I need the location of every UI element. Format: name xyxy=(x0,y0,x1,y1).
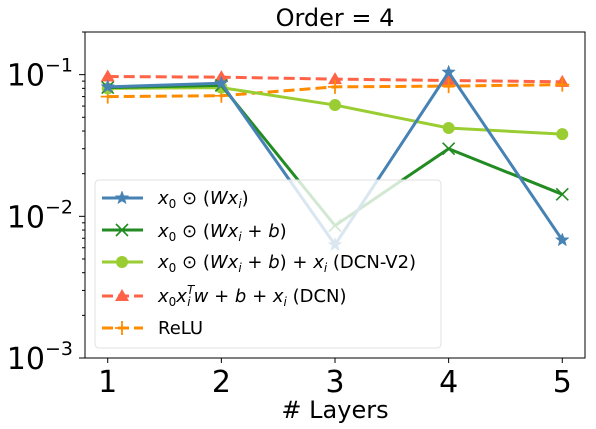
legend-marker xyxy=(116,256,128,268)
x-tick-label: 5 xyxy=(553,365,572,400)
data-point xyxy=(329,99,341,112)
data-point xyxy=(441,64,456,79)
series-lines xyxy=(100,64,570,251)
legend-frame xyxy=(94,179,442,349)
y-tick-label: 10−3 xyxy=(7,338,73,377)
y-axis: 10−3 10−2 10−1 xyxy=(7,31,85,377)
y-tick-label: 10−2 xyxy=(7,196,73,235)
data-point xyxy=(555,187,569,201)
data-point xyxy=(555,77,570,92)
data-point xyxy=(441,79,456,94)
data-point xyxy=(328,72,342,85)
x-axis-label: # Layers xyxy=(281,396,388,424)
data-point xyxy=(442,122,455,135)
x-tick-label: 4 xyxy=(439,365,458,400)
legend-marker xyxy=(114,190,130,205)
data-point xyxy=(554,232,570,247)
y-tick-label: 10−1 xyxy=(7,55,73,94)
legend: x0 ⊙ (Wxi) x0 ⊙ (Wxi + b) x0 ⊙ (Wxi + b)… xyxy=(94,179,442,349)
legend-markers xyxy=(102,190,143,335)
legend-label-dcn: x0xT i w + b + xi (DCN) xyxy=(157,283,347,309)
x-axis: 1 2 3 4 5 xyxy=(98,358,572,400)
legend-label-wxi: x0 ⊙ (Wxi) xyxy=(157,188,249,211)
x-tick-label: 3 xyxy=(325,365,344,400)
data-point xyxy=(214,75,229,90)
legend-label-relu: ReLU xyxy=(158,318,203,339)
legend-label-wxi-b: x0 ⊙ (Wxi + b) xyxy=(157,221,287,244)
x-tick-label: 2 xyxy=(212,365,231,400)
data-point xyxy=(100,69,115,82)
x-tick-label: 1 xyxy=(98,365,117,400)
data-point xyxy=(100,79,116,94)
legend-marker xyxy=(115,321,129,335)
data-point xyxy=(556,128,569,141)
legend-label-dcn-v2: x0 ⊙ (Wxi + b) + xi (DCN-V2) xyxy=(157,252,416,275)
data-point xyxy=(328,79,342,94)
legend-marker xyxy=(115,223,129,237)
legend-marker xyxy=(115,289,129,301)
series-5 xyxy=(100,77,570,104)
chart-title: Order = 4 xyxy=(276,4,395,32)
data-point xyxy=(442,142,456,156)
